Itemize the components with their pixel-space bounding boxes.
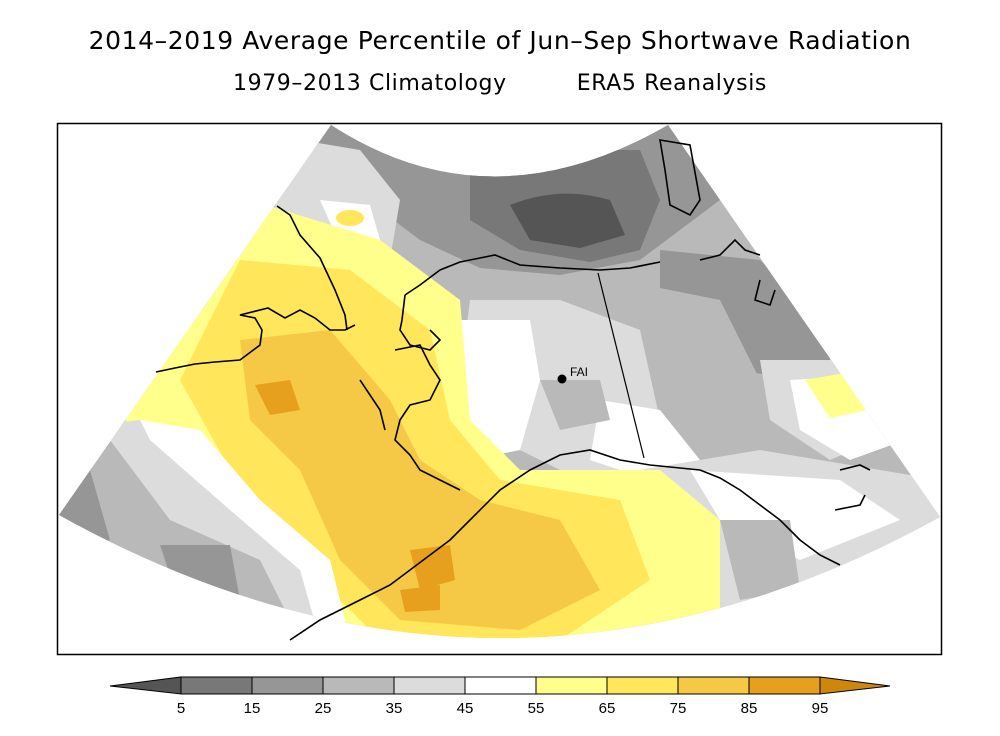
station-label: FAI (570, 365, 588, 379)
border-line (597, 272, 645, 459)
colorbar-tick: 5 (177, 700, 185, 717)
chart-title: 2014–2019 Average Percentile of Jun–Sep … (88, 26, 912, 55)
colorbar-lower-extend (109, 676, 182, 695)
colorbar-upper-extend (819, 676, 891, 695)
colorbar-tick: 45 (457, 700, 474, 717)
subtitle-climatology: 1979–2013 Climatology (233, 71, 507, 96)
colorbar-tick: 55 (528, 700, 545, 717)
colorbar (109, 676, 891, 695)
percentile-field (59, 125, 940, 639)
colorbar-tick: 75 (670, 700, 687, 717)
colorbar-tick: 15 (244, 700, 261, 717)
station-marker-icon (557, 374, 567, 384)
colorbar-tick: 95 (812, 700, 829, 717)
map-frame (56, 122, 943, 656)
coastlines (155, 139, 871, 641)
colorbar-tick: 35 (386, 700, 403, 717)
chart-subtitle: 1979–2013 Climatology ERA5 Reanalysis (0, 71, 1000, 96)
subtitle-dataset: ERA5 Reanalysis (576, 71, 767, 96)
colorbar-tick-labels: 5 15 25 35 45 55 65 75 85 95 (177, 700, 829, 717)
colorbar-tick: 25 (315, 700, 332, 717)
colorbar-tick: 85 (741, 700, 758, 717)
colorbar-tick: 65 (599, 700, 616, 717)
